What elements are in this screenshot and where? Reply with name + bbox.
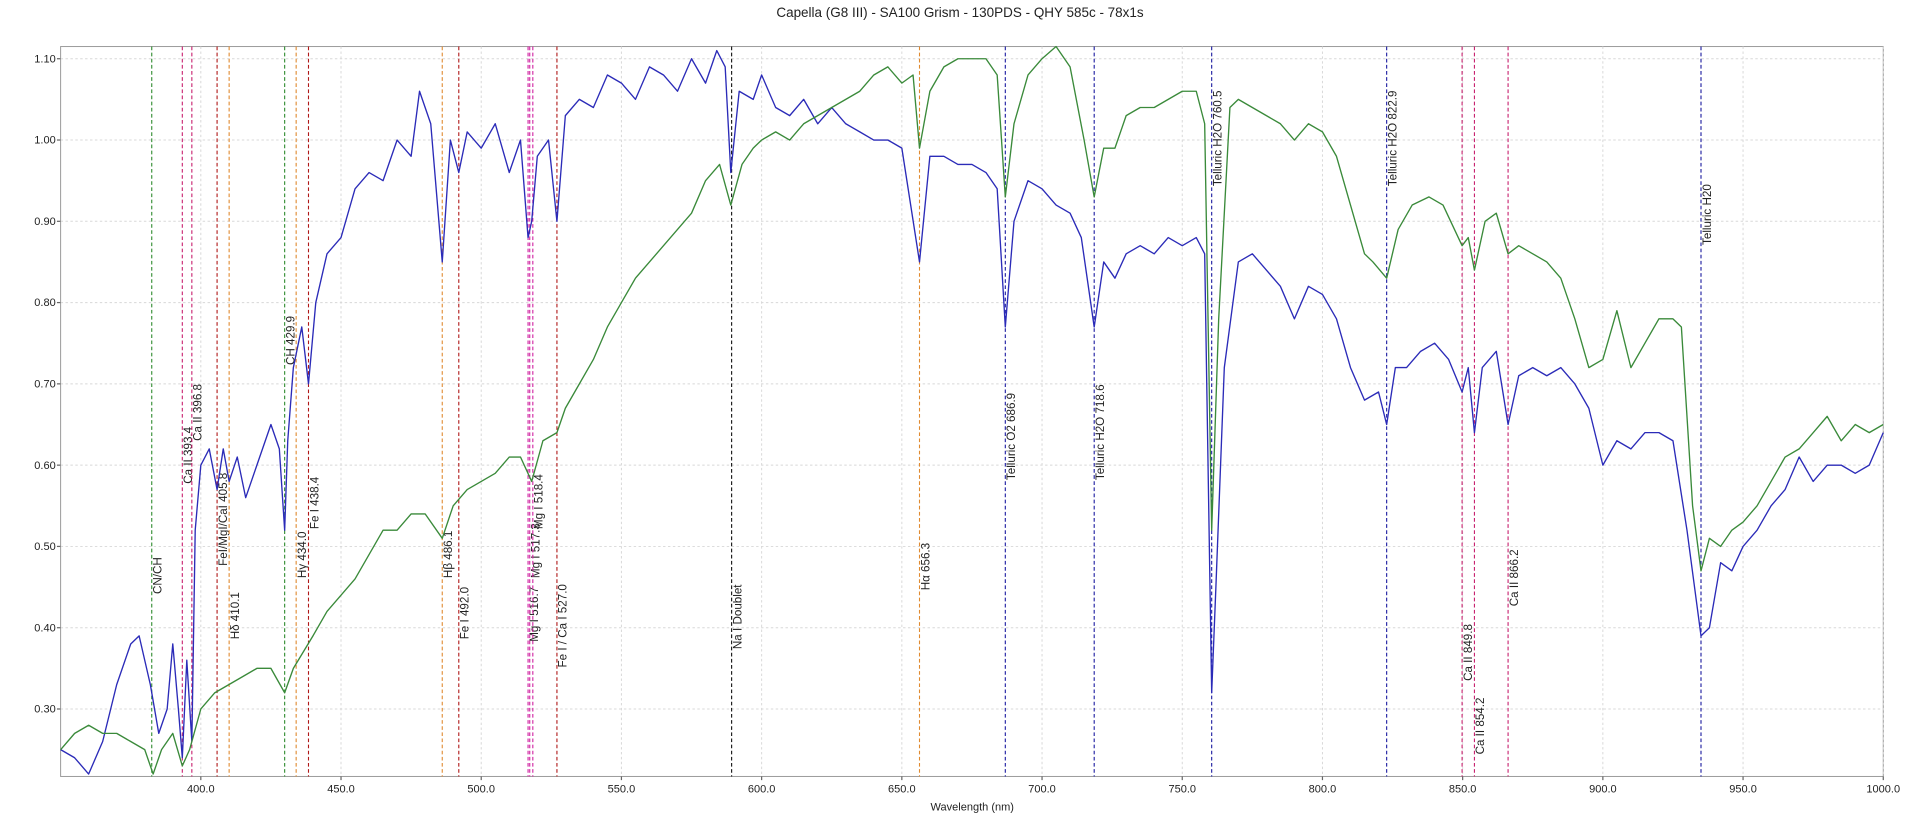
marker-label: Hβ 486.1 (442, 531, 455, 578)
y-tick-label: 0.60 (34, 460, 55, 472)
marker-label: Mg I 517.3 (530, 523, 543, 578)
marker-label: Hγ 434.0 (296, 531, 309, 578)
marker-label: Telluric O2 686.9 (1005, 393, 1018, 480)
chart-title: Capella (G8 III) - SA100 Grism - 130PDS … (776, 5, 1144, 20)
marker-label: Hα 656.3 (919, 543, 932, 590)
x-tick-label: 800.0 (1309, 783, 1337, 795)
marker-label: Fe I 492.0 (459, 586, 472, 639)
marker-label: FeI/MgI/CaI 405.8 (217, 473, 230, 566)
marker-label: Hδ 410.1 (229, 592, 242, 639)
marker-label: CH 429.9 (284, 316, 297, 365)
x-tick-label: 550.0 (608, 783, 636, 795)
spectrum-line (60, 45, 1884, 775)
marker-label: Ca II 854.2 (1474, 698, 1487, 755)
marker-label: CN/CH (152, 557, 165, 594)
y-tick-label: 1.00 (34, 135, 55, 147)
marker-label: Telluric H2O 822.9 (1386, 91, 1399, 187)
y-tick-label: 0.90 (34, 216, 55, 228)
y-tick-label: 1.10 (34, 53, 55, 65)
marker-label: Fe I 438.4 (308, 476, 321, 529)
x-tick-label: 1000.0 (1866, 783, 1900, 795)
y-tick-label: 0.70 (34, 379, 55, 391)
x-tick-label: 750.0 (1168, 783, 1196, 795)
y-tick-label: 0.50 (34, 541, 55, 553)
marker-label: Na I Doublet (731, 584, 744, 649)
x-axis-label: Wavelength (nm) (931, 802, 1014, 814)
marker-label: Mg I 518.4 (533, 474, 546, 529)
x-tick-label: 700.0 (1028, 783, 1056, 795)
spectrum-line (60, 49, 1884, 775)
marker-label: Ca II 396.8 (192, 384, 205, 441)
marker-label: Telluric H20 (1701, 184, 1714, 245)
x-tick-label: 650.0 (888, 783, 916, 795)
x-tick-label: 600.0 (748, 783, 776, 795)
x-tick-label: 400.0 (187, 783, 215, 795)
y-tick-label: 0.40 (34, 622, 55, 634)
x-tick-label: 950.0 (1729, 783, 1757, 795)
x-tick-label: 850.0 (1449, 783, 1477, 795)
marker-label: Telluric H2O 760.5 (1211, 91, 1224, 187)
x-tick-label: 450.0 (327, 783, 355, 795)
plot-area (60, 46, 1884, 777)
marker-label: Ca II 849.8 (1462, 624, 1475, 681)
marker-label: Fe I / Ca I 527.0 (557, 584, 570, 668)
x-tick-label: 900.0 (1589, 783, 1617, 795)
marker-label: Ca II 866.2 (1508, 549, 1521, 606)
marker-label: Mg I 516.7 (528, 587, 541, 642)
y-tick-label: 0.80 (34, 297, 55, 309)
x-tick-label: 500.0 (467, 783, 495, 795)
marker-label: Telluric H2O 718.6 (1094, 384, 1107, 480)
y-tick-label: 0.30 (34, 704, 55, 716)
